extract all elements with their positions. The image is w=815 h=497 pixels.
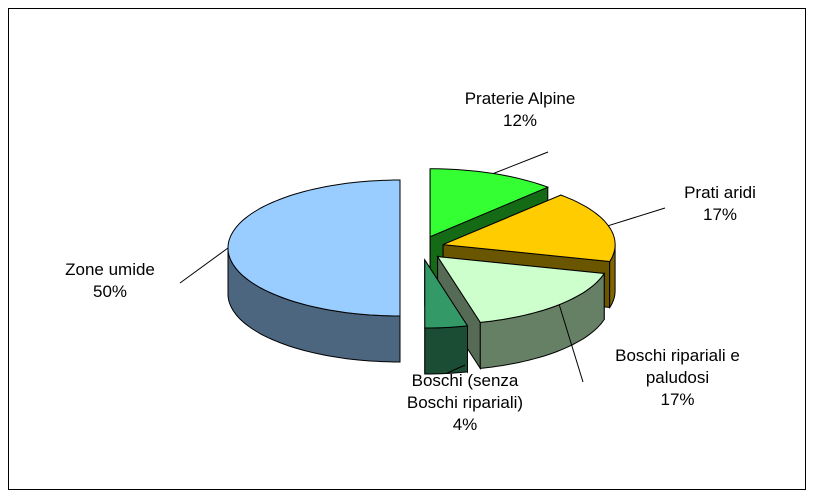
- chart-frame: [8, 8, 806, 490]
- value-label: 17%: [702, 205, 738, 224]
- category-label: Praterie Alpine: [464, 89, 576, 108]
- slice-top: [424, 258, 469, 329]
- leader-line: [558, 304, 584, 383]
- data-label: Boschi (senza Boschi ripariali) 4%: [370, 370, 560, 436]
- data-label: Praterie Alpine 12%: [440, 88, 600, 132]
- value-label: 17%: [660, 390, 695, 409]
- leader-line: [179, 247, 229, 284]
- category-label: Prati aridi: [684, 183, 756, 202]
- pie-slice: [424, 258, 469, 375]
- category-label: Boschi (senza Boschi ripariali): [406, 371, 524, 412]
- leader-line: [446, 364, 466, 374]
- category-label: Boschi ripariali e paludosi: [615, 346, 740, 387]
- pie-slice: [436, 254, 606, 371]
- pie-slice: [227, 179, 401, 363]
- leader-line: [493, 151, 549, 174]
- data-label: Boschi ripariali e paludosi 17%: [585, 345, 770, 411]
- slice-top: [442, 194, 616, 263]
- value-label: 50%: [92, 282, 128, 301]
- leader-line: [608, 207, 666, 227]
- data-label: Zone umide 50%: [20, 259, 200, 303]
- category-label: Zone umide: [65, 260, 155, 279]
- data-label: Prati aridi 17%: [645, 182, 795, 226]
- value-label: 4%: [452, 415, 478, 434]
- value-label: 12%: [502, 111, 538, 130]
